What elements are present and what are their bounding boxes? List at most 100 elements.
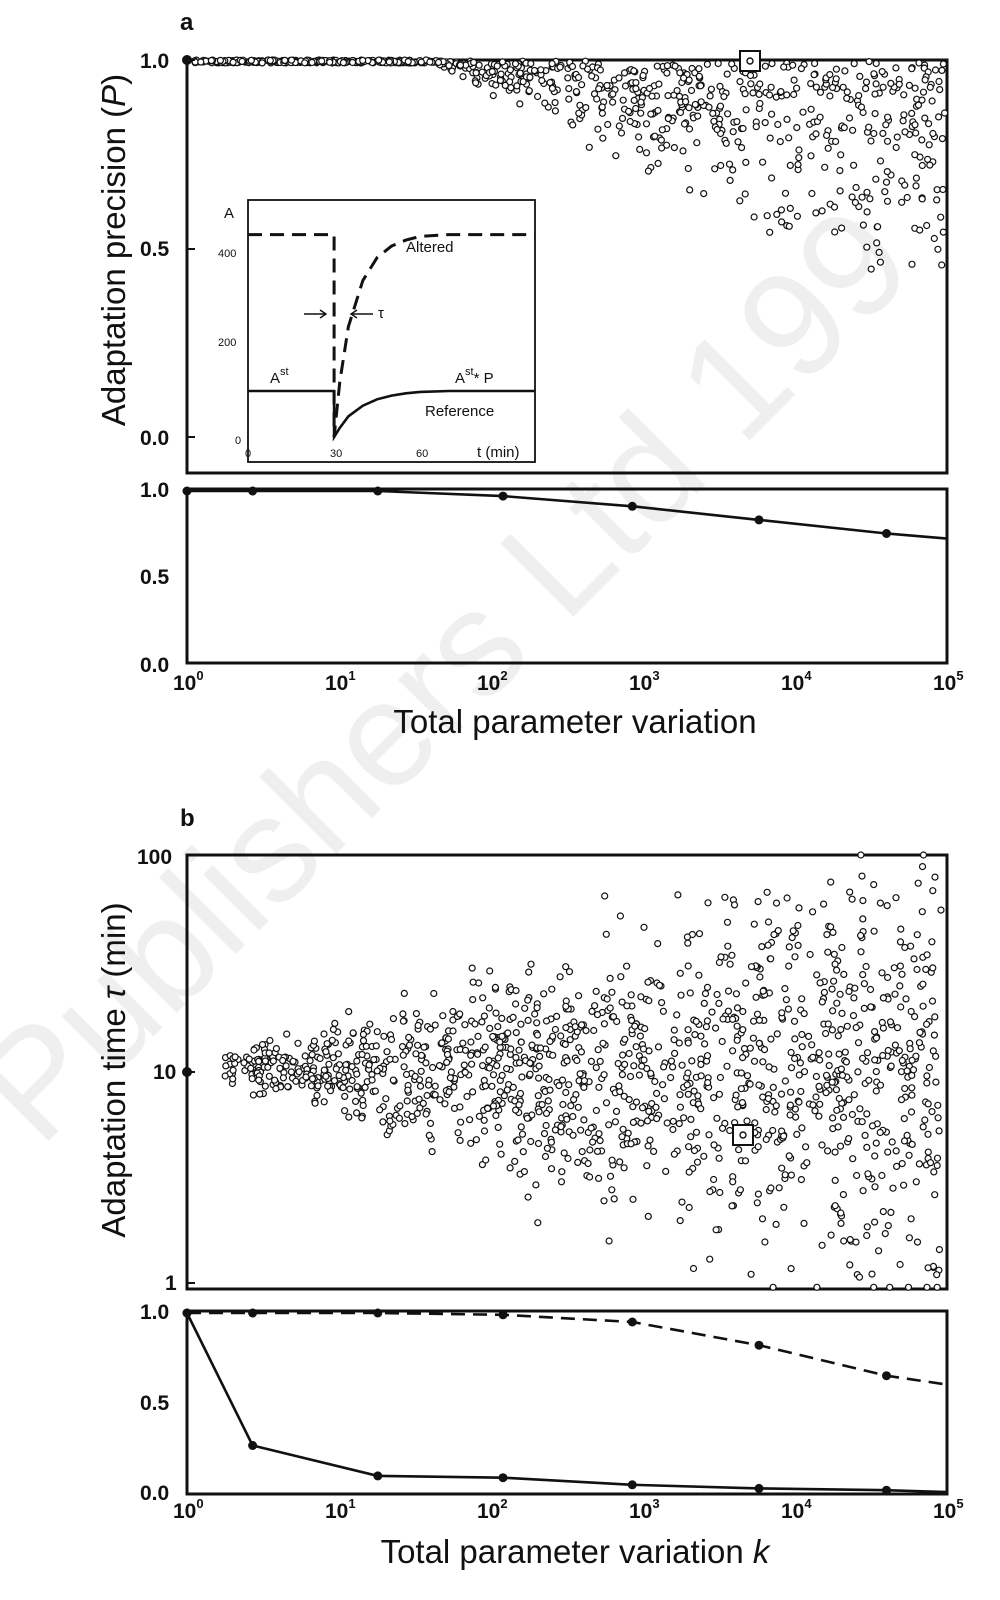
scatter-point bbox=[638, 1062, 646, 1070]
scatter-point bbox=[848, 193, 856, 201]
scatter-point bbox=[618, 1133, 626, 1141]
scatter-point bbox=[675, 1039, 683, 1047]
scatter-point bbox=[599, 134, 607, 142]
scatter-point bbox=[729, 166, 737, 174]
scatter-point bbox=[718, 1124, 727, 1132]
scatter-point bbox=[461, 1021, 469, 1029]
scatter-point bbox=[931, 1013, 939, 1021]
scatter-point bbox=[617, 129, 626, 137]
scatter-point bbox=[763, 212, 771, 220]
scatter-point bbox=[905, 1151, 913, 1159]
scatter-point bbox=[320, 1098, 328, 1106]
scatter-point bbox=[349, 1029, 357, 1037]
scatter-point bbox=[644, 978, 652, 986]
scatter-point bbox=[732, 1091, 740, 1099]
scatter-point bbox=[695, 65, 703, 73]
scatter-point bbox=[341, 1092, 349, 1101]
scatter-point bbox=[892, 143, 900, 152]
b-ylabel: Adaptation time τ (min) bbox=[95, 902, 132, 1237]
scatter-point bbox=[794, 941, 802, 950]
scatter-point bbox=[493, 62, 501, 70]
scatter-point bbox=[903, 1067, 911, 1075]
scatter-point bbox=[222, 1062, 230, 1070]
scatter-point bbox=[368, 1076, 376, 1084]
scatter-point bbox=[676, 1103, 685, 1111]
scatter-point bbox=[269, 1057, 277, 1065]
scatter-point bbox=[750, 920, 758, 928]
scatter-point bbox=[742, 158, 750, 166]
scatter-point bbox=[918, 908, 926, 916]
scatter-point bbox=[519, 1148, 527, 1156]
a-axis-marker bbox=[182, 55, 192, 65]
scatter-point bbox=[542, 1017, 551, 1025]
scatter-point bbox=[818, 1241, 826, 1249]
scatter-point bbox=[301, 59, 309, 67]
scatter-point bbox=[586, 1146, 594, 1154]
scatter-point bbox=[481, 1043, 489, 1051]
scatter-point bbox=[434, 58, 443, 67]
scatter-point bbox=[569, 1112, 577, 1121]
scatter-point bbox=[669, 1125, 677, 1134]
scatter-point bbox=[863, 1049, 872, 1057]
scatter-point bbox=[582, 103, 590, 112]
scatter-point bbox=[675, 92, 684, 101]
scatter-point bbox=[536, 1044, 545, 1052]
inset-chart: A 400 200 0 0 30 60 t (min) Altered Refe… bbox=[218, 199, 536, 463]
scatter-point bbox=[261, 1082, 269, 1090]
scatter-point bbox=[611, 1118, 620, 1126]
scatter-point bbox=[845, 1134, 853, 1143]
scatter-point bbox=[527, 1137, 535, 1146]
scatter-point bbox=[820, 988, 829, 997]
scatter-point bbox=[459, 1039, 467, 1047]
scatter-point bbox=[782, 996, 791, 1004]
inset-ytick-200: 200 bbox=[218, 337, 236, 349]
scatter-point bbox=[907, 1007, 915, 1016]
scatter-point bbox=[859, 1187, 867, 1195]
scatter-point bbox=[400, 1063, 408, 1071]
scatter-point bbox=[900, 91, 908, 99]
scatter-point bbox=[540, 1129, 549, 1138]
scatter-point bbox=[461, 1068, 469, 1077]
scatter-point bbox=[516, 69, 524, 77]
xtick-label: 105 bbox=[933, 668, 964, 695]
scatter-point bbox=[255, 1076, 263, 1084]
scatter-point bbox=[928, 1107, 936, 1116]
scatter-point bbox=[921, 114, 929, 122]
scatter-point bbox=[636, 1032, 645, 1040]
scatter-point bbox=[781, 1077, 790, 1085]
scatter-point bbox=[616, 1087, 624, 1096]
scatter-point bbox=[707, 85, 716, 93]
scatter-point bbox=[229, 1075, 237, 1083]
scatter-point bbox=[923, 1072, 931, 1080]
scatter-point bbox=[551, 1025, 560, 1034]
scatter-point bbox=[326, 58, 334, 66]
scatter-point bbox=[807, 152, 815, 160]
xtick-label: 100 bbox=[173, 668, 204, 695]
scatter-point bbox=[456, 1103, 464, 1111]
xtick-exponent: 3 bbox=[652, 668, 659, 683]
scatter-point bbox=[879, 83, 887, 91]
scatter-point bbox=[867, 1003, 875, 1011]
scatter-point bbox=[881, 1229, 889, 1238]
scatter-point bbox=[640, 923, 648, 931]
scatter-point bbox=[890, 964, 898, 972]
scatter-point bbox=[534, 1092, 542, 1100]
scatter-point bbox=[756, 80, 764, 88]
scatter-point bbox=[602, 1099, 611, 1107]
scatter-point bbox=[728, 1047, 737, 1055]
scatter-point bbox=[456, 61, 464, 69]
scatter-point bbox=[677, 991, 685, 999]
scatter-point bbox=[663, 62, 672, 70]
scatter-point bbox=[706, 92, 714, 100]
panel-b-highlight-point bbox=[739, 1131, 747, 1139]
scatter-point bbox=[830, 203, 839, 211]
scatter-point bbox=[724, 942, 732, 950]
scatter-point bbox=[918, 136, 926, 144]
scatter-point bbox=[852, 1023, 860, 1032]
scatter-point bbox=[585, 1173, 594, 1181]
scatter-point bbox=[538, 76, 546, 85]
scatter-point bbox=[692, 1128, 701, 1136]
scatter-point bbox=[798, 1124, 806, 1132]
scatter-point bbox=[865, 57, 873, 66]
scatter-point bbox=[331, 1019, 339, 1028]
